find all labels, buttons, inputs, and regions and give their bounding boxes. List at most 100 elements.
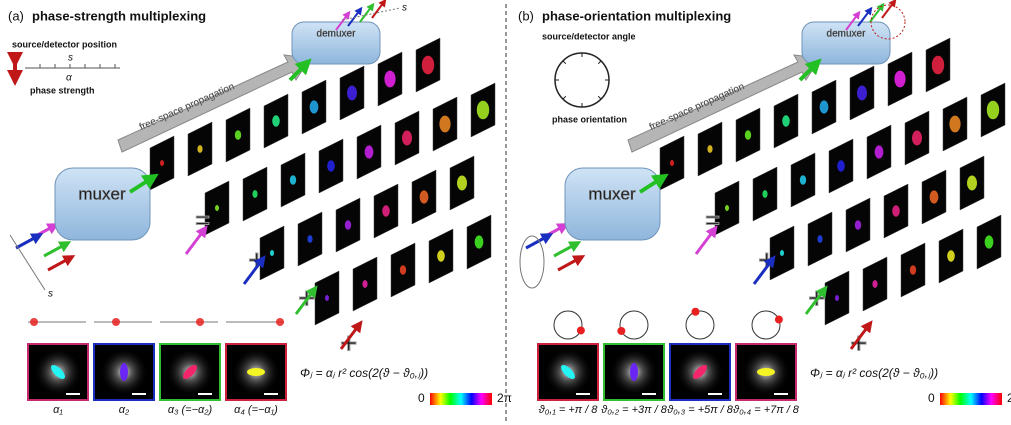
colorbar-max: 2π: [497, 391, 512, 405]
frame-mode: [947, 250, 955, 261]
muxer-box: [565, 168, 660, 240]
frame-mode: [290, 175, 296, 185]
frame-mode: [932, 56, 944, 75]
panel-label: (b): [518, 8, 534, 23]
frame-mode: [345, 220, 351, 230]
mode-label: α₁: [53, 404, 63, 416]
frame-mode: [912, 131, 922, 146]
frame-mode: [235, 130, 241, 140]
demux-out-arrow: [870, 6, 882, 22]
equation: Φⱼ = αⱼ r² cos(2(ϑ − ϑ₀,ⱼ)): [300, 366, 428, 380]
frame-mode: [475, 235, 484, 248]
frame-mode: [382, 205, 390, 216]
frame-mode: [420, 190, 429, 203]
mode-dot: [577, 326, 585, 334]
frame-mode: [782, 115, 790, 126]
frame-mode: [310, 100, 319, 113]
frame-mode: [252, 190, 257, 198]
frame-mode: [857, 86, 867, 101]
frame-mode: [707, 145, 712, 153]
mode-dial: [686, 311, 714, 339]
mode-dot: [691, 308, 699, 316]
frame-mode: [949, 116, 960, 133]
mode-dot: [276, 318, 284, 326]
mode-dial: [554, 311, 582, 339]
demux-out-arrow: [882, 2, 894, 18]
mode-label: ϑ₀,₂ = +3π / 8: [601, 404, 668, 416]
mode-core: [757, 368, 775, 376]
mode-label: α₄ (=−α₁): [234, 404, 278, 416]
mode-label: ϑ₀,₁ = +π / 8: [539, 404, 599, 416]
plus-sign: +: [758, 244, 776, 277]
frame-mode: [967, 176, 977, 191]
panel-title: phase-orientation multiplexing: [542, 8, 731, 23]
mode-dial: [620, 311, 648, 339]
mode-dot: [112, 318, 120, 326]
frame-mode: [272, 115, 280, 126]
mode-label: ϑ₀,₄ = +7π / 8: [733, 404, 800, 416]
frame-mode: [835, 295, 839, 301]
mux-arrow: [554, 244, 576, 256]
frame-mode: [477, 101, 489, 120]
frame-mode: [325, 295, 329, 301]
frame-mode: [362, 280, 367, 288]
colorbar: [430, 393, 492, 405]
mode-dot: [196, 318, 204, 326]
frame-mode: [894, 71, 905, 88]
frame-mode: [987, 101, 999, 120]
colorbar: [940, 393, 1002, 405]
mode-dot: [30, 318, 38, 326]
output-symbol: s: [402, 3, 407, 14]
frame-mode: [745, 130, 751, 140]
legend-bottom: phase strength: [30, 85, 95, 95]
equation: Φⱼ = αⱼ r² cos(2(ϑ − ϑ₀,ⱼ)): [810, 366, 938, 380]
frame-mode: [855, 220, 861, 230]
legend-tick: [563, 61, 566, 64]
frame-mode: [780, 250, 784, 256]
frame-mode: [197, 145, 202, 153]
frame-mode: [307, 235, 312, 243]
panel: (a) phase-strength multiplexing source/det…: [8, 2, 512, 416]
muxer-label: muxer: [78, 184, 126, 203]
frame-mode: [457, 176, 467, 191]
frame-mode: [215, 205, 219, 211]
frame-mode: [820, 100, 829, 113]
legend-symbol: α: [66, 73, 72, 84]
mux-arrow: [44, 244, 66, 256]
frame-mode: [985, 235, 994, 248]
colorbar-max: 2π: [1007, 391, 1011, 405]
legend-top: source/detector position: [12, 39, 117, 49]
legend-tick: [598, 96, 601, 99]
panel-title: phase-strength multiplexing: [32, 8, 206, 23]
mux-arrow: [558, 258, 580, 270]
panel-label: (a): [8, 8, 24, 23]
frame-mode: [347, 86, 357, 101]
frame-mode: [892, 205, 900, 216]
frame-mode: [327, 160, 335, 171]
mode-dot: [617, 327, 625, 335]
output-axis: [342, 8, 400, 20]
colorbar-min: 0: [928, 391, 935, 405]
frame-mode: [160, 160, 164, 166]
mode-label: α₂: [119, 404, 130, 416]
plus-sign: +: [248, 244, 266, 277]
mode-label: ϑ₀,₃ = +5π / 8: [667, 404, 734, 416]
frame-mode: [930, 190, 939, 203]
frame-mode: [817, 235, 822, 243]
legend-top: source/detector angle: [542, 31, 636, 41]
input-symbol: s: [48, 289, 53, 300]
propagation-label: free-space propagation: [138, 81, 236, 133]
legend-tick: [563, 96, 566, 99]
mode-label: α₃ (=−α₂): [168, 404, 213, 416]
mux-arrow: [16, 236, 38, 248]
frame-mode: [725, 205, 729, 211]
mode-core: [247, 368, 265, 376]
frame-mode: [439, 116, 450, 133]
mode-dial: [752, 311, 780, 339]
frame-mode: [400, 265, 406, 275]
frame-mode: [437, 250, 445, 261]
demux-out-arrow: [372, 2, 384, 18]
frame-mode: [270, 250, 274, 256]
legend-bottom: phase orientation: [552, 114, 627, 124]
frame-mode: [422, 56, 434, 75]
